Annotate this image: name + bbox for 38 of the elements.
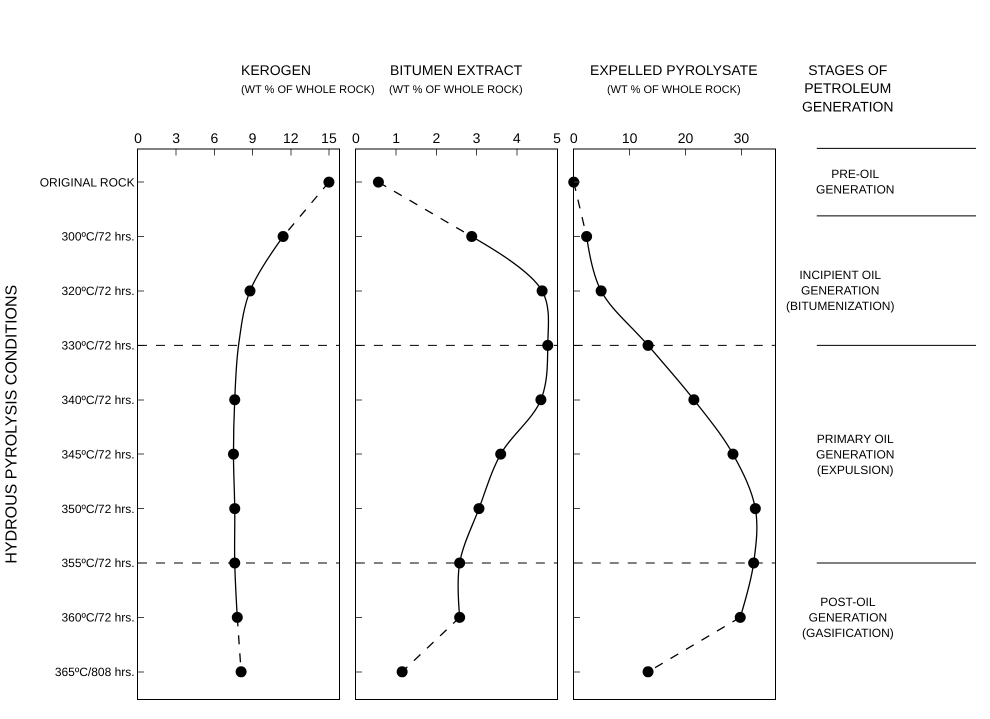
chart-title: BITUMEN EXTRACT [390,62,523,78]
x-tick-label: 0 [570,130,578,146]
y-tick-label: 365ºC/808 hrs. [54,665,135,679]
y-tick-label: 320ºC/72 hrs. [62,284,135,298]
text: STAGES OF PETROLEUM GENERATION [802,62,894,114]
x-tick-label: 30 [734,130,750,146]
y-axis-title: HYDROUS PYROLYSIS CONDITIONS [4,284,21,564]
x-tick-label: 1 [392,130,400,146]
chart-subtitle: (WT % OF WHOLE ROCK) [241,84,375,96]
x-tick-label: 0 [352,130,360,146]
y-tick-label: 345ºC/72 hrs. [62,447,135,462]
text: POST-OIL GENERATION (GASIFICATION) [802,595,894,640]
x-tick-label: 5 [553,130,562,146]
y-tick-label: 330ºC/72 hrs. [62,338,135,353]
y-tick-label: 340ºC/72 hrs. [62,392,135,407]
x-tick-label: 4 [512,130,521,146]
y-tick-label: 350ºC/72 hrs. [62,502,135,516]
chart-title: EXPELLED PYROLYSATE [590,62,758,78]
x-tick-label: 10 [622,130,638,146]
x-tick-label: 12 [282,130,299,146]
x-tick-label: 15 [321,130,337,146]
chart-subtitle: (WT % OF WHOLE ROCK) [389,84,523,96]
chart-title: KEROGEN [241,62,312,78]
x-tick-label: 0 [134,130,142,146]
text: PRE-OIL GENERATION [816,167,894,197]
x-tick-label: 3 [172,130,180,146]
chart-subtitle: (WT % OF WHOLE ROCK) [607,84,741,96]
text: PRIMARY OIL GENERATION (EXPULSION) [816,432,894,478]
text: INCIPIENT OIL GENERATION (BITUMENIZATION) [786,268,894,314]
y-tick-label: 300ºC/72 hrs. [62,230,135,244]
x-tick-label: 3 [472,130,481,146]
x-tick-label: 9 [248,130,257,146]
y-tick-label: ORIGINAL ROCK [40,175,135,190]
x-tick-label: 6 [210,130,218,146]
y-tick-label: 355ºC/72 hrs. [62,556,135,570]
x-tick-label: 20 [678,130,694,146]
x-tick-label: 2 [432,130,440,146]
y-tick-label: 360ºC/72 hrs. [62,610,135,625]
